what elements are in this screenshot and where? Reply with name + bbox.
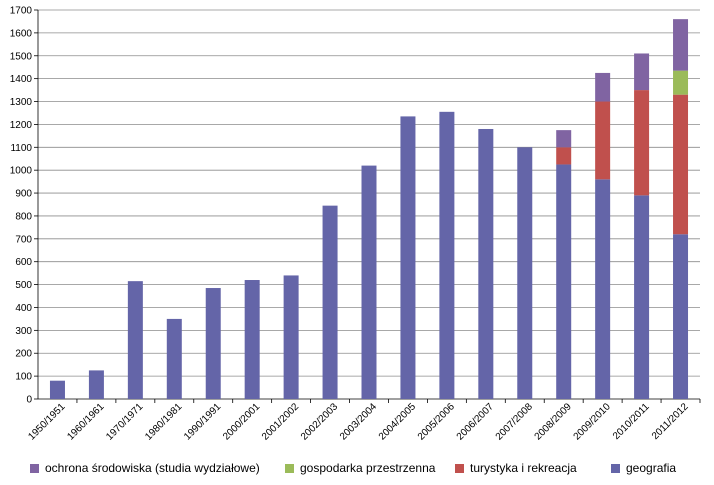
bar-segment (673, 19, 689, 71)
bar-segment (673, 234, 689, 399)
legend-label-turystyka: turystyka i rekreacja (470, 461, 577, 475)
y-tick-label: 1700 (10, 6, 33, 17)
x-tick-label: 2006/2007 (455, 401, 497, 443)
legend-swatch-ochrona (30, 463, 39, 473)
bar-segment (49, 380, 65, 399)
x-tick-label: 2002/2003 (299, 401, 341, 443)
bar-segment (595, 101, 611, 180)
x-tick-label: 1970/1971 (104, 401, 146, 443)
legend-item-ochrona: ochrona środowiska (studia wydziałowe) (30, 461, 260, 475)
bar-segment (595, 72, 611, 102)
legend-label-gospodarka: gospodarka przestrzenna (300, 461, 436, 475)
bar-segment (634, 90, 650, 196)
legend-item-gospodarka: gospodarka przestrzenna (285, 461, 435, 475)
y-tick-label: 400 (15, 303, 32, 314)
y-tick-label: 300 (15, 326, 32, 337)
legend-item-turystyka: turystyka i rekreacja (455, 461, 577, 475)
legend-swatch-gospodarka (285, 463, 294, 473)
x-tick-label: 2009/2010 (572, 401, 614, 443)
y-tick-label: 500 (15, 280, 32, 291)
legend-swatch-turystyka (455, 463, 464, 473)
x-tick-label: 2004/2005 (377, 401, 419, 443)
y-tick-label: 900 (15, 189, 32, 200)
bar-segment (205, 288, 221, 399)
x-tick-label: 2010/2011 (611, 401, 652, 442)
x-tick-label: 2007/2008 (494, 401, 536, 443)
y-tick-label: 1300 (10, 97, 33, 108)
bar-segment (322, 205, 338, 399)
y-tick-label: 1500 (10, 51, 33, 62)
bar-segment (478, 128, 494, 400)
x-tick-label: 2001/2002 (260, 401, 302, 443)
legend-label-ochrona: ochrona środowiska (studia wydziałowe) (45, 461, 260, 475)
y-tick-label: 1000 (10, 166, 33, 177)
legend-swatch-geografia (611, 463, 620, 473)
bar-segment (595, 179, 611, 399)
bar-segment (400, 116, 416, 399)
bar-segment (673, 70, 689, 95)
legend: ochrona środowiska (studia wydziałowe) g… (0, 456, 714, 480)
x-tick-label: 2003/2004 (338, 401, 380, 443)
bar-segment (556, 147, 572, 165)
stacked-bar-chart: 0 100 200 300 400 500 600 700 800 900 1000 1100 1200… (10, 6, 701, 443)
y-tick-label: 100 (15, 372, 32, 383)
bar-segment (127, 281, 143, 399)
x-tick-label: 1980/1981 (143, 401, 185, 443)
x-tick-label: 1950/1951 (26, 401, 68, 443)
bar-segment (634, 195, 650, 399)
x-tick-label: 1960/1961 (65, 401, 107, 443)
y-tick-label: 700 (15, 234, 32, 245)
y-tick-label: 1100 (10, 143, 32, 154)
x-tick-label: 2008/2009 (533, 401, 575, 443)
bar-segment (166, 318, 182, 399)
legend-item-geografia: geografia (611, 461, 676, 475)
y-tick-label: 200 (15, 349, 32, 360)
bar-segment (283, 275, 299, 399)
y-tick-label: 1600 (10, 28, 33, 39)
bar-segment (439, 111, 455, 399)
bar-segment (88, 370, 104, 399)
y-tick-label: 1400 (10, 74, 33, 85)
bar-segment (556, 130, 572, 148)
y-tick-label: 800 (15, 211, 32, 222)
bar-segment (673, 94, 689, 235)
bar-segment (556, 164, 572, 399)
y-tick-label: 1200 (10, 120, 33, 131)
bar-segment (517, 147, 533, 399)
bar-segment (634, 53, 650, 91)
x-tick-label: 2005/2006 (416, 401, 458, 443)
bar-segment (244, 280, 260, 399)
legend-label-geografia: geografia (626, 461, 677, 475)
y-tick-label: 600 (15, 257, 32, 268)
x-tick-label: 1990/1991 (182, 401, 224, 443)
x-tick-label: 2011/2012 (650, 401, 691, 442)
chart-area: 0 100 200 300 400 500 600 700 800 900 1000 1100 1200… (10, 6, 701, 443)
y-tick-label: 0 (26, 395, 32, 406)
x-tick-label: 2000/2001 (221, 401, 263, 443)
bar-segment (361, 165, 377, 399)
